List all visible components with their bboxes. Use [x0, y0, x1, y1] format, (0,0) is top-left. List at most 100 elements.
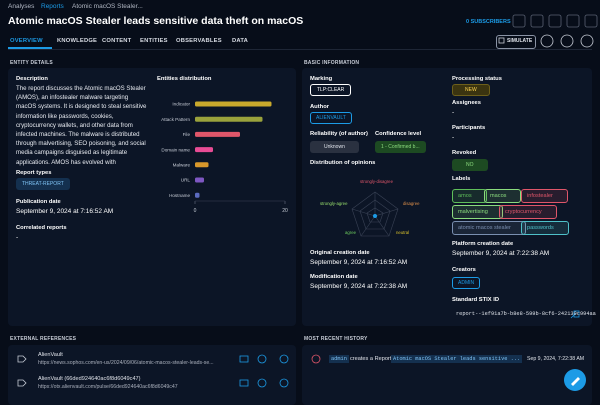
opinion-label: strongly-disagree [360, 179, 394, 184]
copy-icon[interactable] [573, 310, 580, 318]
icon-button[interactable] [530, 14, 544, 28]
history-entity: Atomic macOS Stealer leads sensitive ... [391, 355, 523, 363]
icon-button[interactable] [257, 354, 267, 364]
label-chip[interactable]: macos [484, 189, 522, 203]
icon-button[interactable] [512, 14, 526, 28]
chip: TLP:CLEAR [310, 84, 352, 96]
icon-button[interactable] [239, 355, 249, 363]
bar [195, 192, 200, 198]
breadcrumb-item[interactable]: Analyses [8, 3, 35, 10]
opinion-label: neutral [396, 230, 409, 235]
label-chip[interactable]: malvertising [452, 205, 503, 219]
field-label: Standard STIX ID [452, 297, 500, 303]
field-label: Labels [452, 176, 471, 182]
history-user: admin [329, 355, 349, 363]
field-label: Modification date [310, 274, 358, 280]
field-value: September 9, 2024 at 7:22:38 AM [310, 283, 408, 290]
reference-url[interactable]: https://otx.alienvault.com/pulse/66ded92… [38, 384, 178, 390]
field-label: Revoked [452, 150, 477, 156]
bar [195, 101, 272, 107]
field-label: Correlated reports [16, 225, 67, 231]
active-tab-indicator [8, 47, 52, 49]
subscribers[interactable]: 0 SUBSCRIBERS [466, 19, 511, 25]
field-label: Author [310, 104, 329, 110]
label-chip[interactable]: atomic macos stealer [452, 221, 526, 235]
category-label: Malware [173, 163, 191, 168]
reference-icon [17, 379, 27, 387]
bar [195, 131, 240, 137]
chip[interactable]: ADMIN [452, 277, 481, 289]
field-label: Original creation date [310, 250, 370, 256]
section-heading: ENTITY DETAILS [10, 60, 53, 66]
page-title: Atomic macOS Stealer leads sensitive dat… [8, 15, 304, 27]
x-tick-label: 0 [194, 208, 197, 214]
tab[interactable]: KNOWLEDGE [57, 38, 98, 44]
tab[interactable]: ENTITIES [140, 38, 168, 44]
breadcrumb-item: Atomic macOS Stealer... [72, 3, 143, 10]
category-label: Attack Pattern [161, 117, 190, 122]
field-value: September 9, 2024 at 7:16:52 AM [16, 208, 114, 215]
tab[interactable]: OVERVIEW [10, 38, 43, 44]
icon-button[interactable] [584, 14, 598, 28]
tab[interactable]: CONTENT [102, 38, 132, 44]
reference-source[interactable]: AlienVault [38, 352, 63, 358]
field-label: Processing status [452, 76, 502, 82]
icon-button[interactable] [279, 378, 289, 388]
reference-icon [17, 355, 27, 363]
field-label: Marking [310, 76, 333, 82]
description: The report discusses the Atomic macOS St… [16, 85, 147, 166]
bar [195, 162, 209, 168]
label-chip[interactable]: infostealer [521, 189, 568, 203]
breadcrumb-item[interactable]: Reports [41, 3, 64, 10]
field-label: Platform creation date [452, 241, 514, 247]
icon-button[interactable] [257, 378, 267, 388]
icon-button[interactable] [548, 14, 562, 28]
reference-source[interactable]: AlienVault (66ded924640ac6f8d6049c47) [38, 376, 141, 382]
field-value: - [452, 109, 455, 116]
simulate-label: SIMULATE [507, 38, 533, 44]
section-heading: MOST RECENT HISTORY [304, 336, 368, 342]
chip: NO [452, 159, 488, 171]
history-icon [311, 354, 321, 364]
field-label: Reliability (of author) [310, 131, 368, 137]
field-value: - [16, 234, 19, 241]
chip[interactable]: ALIENVAULT [310, 112, 352, 124]
history-action: creates a Report [350, 356, 392, 362]
history-date: Sep 9, 2024, 7:22:38 AM [527, 356, 585, 362]
section-heading: BASIC INFORMATION [304, 60, 360, 66]
category-label: URL [181, 178, 191, 183]
label-chip[interactable]: cryptocurrency [499, 205, 557, 219]
x-tick-label: 20 [282, 208, 288, 214]
stix-id: report--1ef91a7b-b8e8-599b-8cf6-242139c9… [456, 311, 596, 317]
edit-fab-icon [571, 377, 580, 386]
tab[interactable]: DATA [232, 38, 249, 44]
edit-icon[interactable] [570, 312, 577, 319]
icon-button[interactable] [580, 34, 594, 48]
bar [195, 177, 204, 183]
icon-button[interactable] [566, 14, 580, 28]
field-label: Participants [452, 125, 486, 131]
icon-button[interactable] [239, 379, 249, 387]
category-label: Hostname [169, 193, 190, 198]
label-chip[interactable]: passwords [521, 221, 569, 235]
basic-panel [302, 68, 592, 326]
icon-button[interactable] [540, 34, 554, 48]
tab[interactable]: OBSERVABLES [176, 38, 222, 44]
icon-button[interactable] [560, 34, 574, 48]
opinion-label: strongly-agree [320, 201, 348, 206]
opinion-label: disagree [403, 201, 420, 206]
chip: NEW [452, 84, 490, 96]
bar [195, 147, 213, 153]
field-label: Publication date [16, 199, 61, 205]
section-heading: EXTERNAL REFERENCES [10, 336, 77, 342]
label-chip[interactable]: amos [452, 189, 487, 203]
header-icons [498, 14, 598, 48]
field-label: Distribution of opinions [310, 160, 376, 166]
reference-url[interactable]: https://news.sophos.com/en-us/2024/09/06… [38, 360, 214, 366]
bar [195, 116, 263, 122]
simulate-button[interactable] [496, 35, 536, 49]
icon-button[interactable] [279, 354, 289, 364]
action-icons [17, 310, 580, 388]
